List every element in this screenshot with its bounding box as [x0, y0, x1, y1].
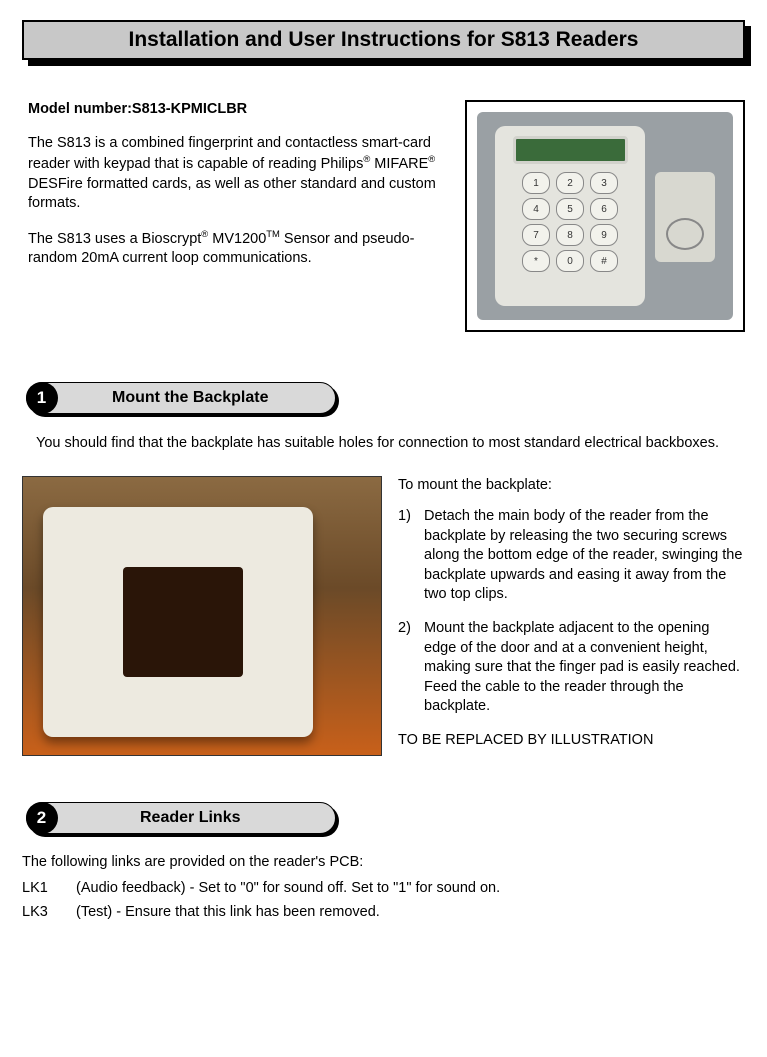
p1b: MIFARE	[370, 156, 428, 172]
p1c: DESFire formatted cards, as well as othe…	[28, 176, 436, 212]
link-lk3-desc: (Test) - Ensure that this link has been …	[76, 904, 380, 920]
key-9: 9	[590, 224, 618, 246]
step-2: 2) Mount the backplate adjacent to the o…	[398, 619, 745, 717]
key-6: 6	[590, 198, 618, 220]
key-1: 1	[522, 172, 550, 194]
section-2-number: 2	[26, 802, 58, 834]
key-7: 7	[522, 224, 550, 246]
intro-text: Model number:S813-KPMICLBR The S813 is a…	[28, 100, 453, 332]
reg-2: ®	[428, 153, 435, 164]
intro-paragraph-2: The S813 uses a Bioscrypt® MV1200TM Sens…	[28, 228, 453, 269]
section-2-title: Reader Links	[58, 809, 336, 827]
key-0: 0	[556, 250, 584, 272]
section-2-intro: The following links are provided on the …	[22, 854, 745, 870]
section-1-title: Mount the Backplate	[58, 389, 336, 407]
tm-1: TM	[266, 228, 280, 239]
intro-paragraph-1: The S813 is a combined fingerprint and c…	[28, 134, 453, 214]
link-lk3-key: LK3	[22, 904, 76, 920]
key-3: 3	[590, 172, 618, 194]
section-2-header: 2 Reader Links	[26, 802, 336, 836]
device-screen-inner	[516, 139, 625, 161]
p2b: MV1200	[208, 230, 266, 246]
key-5: 5	[556, 198, 584, 220]
instructions-head: To mount the backplate:	[398, 476, 745, 496]
backplate-opening	[123, 567, 243, 677]
link-row-lk1: LK1 (Audio feedback) - Set to "0" for so…	[22, 880, 745, 896]
backplate-row: To mount the backplate: 1) Detach the ma…	[22, 476, 745, 756]
step-2-num: 2)	[398, 619, 424, 717]
key-4: 4	[522, 198, 550, 220]
link-lk1-key: LK1	[22, 880, 76, 896]
model-label: Model number:	[28, 101, 132, 117]
step-2-text: Mount the backplate adjacent to the open…	[424, 619, 745, 717]
fingerprint-pad	[655, 172, 715, 262]
link-row-lk3: LK3 (Test) - Ensure that this link has b…	[22, 904, 745, 920]
step-1: 1) Detach the main body of the reader fr…	[398, 507, 745, 605]
link-lk1-desc: (Audio feedback) - Set to "0" for sound …	[76, 880, 500, 896]
illustration-placeholder: TO BE REPLACED BY ILLUSTRATION	[398, 731, 745, 751]
device-keypad: 1 2 3 4 5 6 7 8 9 * 0 #	[522, 172, 618, 272]
key-8: 8	[556, 224, 584, 246]
key-hash: #	[590, 250, 618, 272]
section-1-header: 1 Mount the Backplate	[26, 382, 336, 416]
p2a: The S813 uses a Bioscrypt	[28, 230, 201, 246]
key-2: 2	[556, 172, 584, 194]
title-banner-face: Installation and User Instructions for S…	[22, 20, 745, 60]
page-title: Installation and User Instructions for S…	[129, 28, 639, 52]
device-screen	[513, 136, 628, 164]
backplate-photo	[22, 476, 382, 756]
step-1-text: Detach the main body of the reader from …	[424, 507, 745, 605]
section-1-number: 1	[26, 382, 58, 414]
key-star: *	[522, 250, 550, 272]
model-value: S813-KPMICLBR	[132, 101, 247, 117]
pill: 1 Mount the Backplate	[26, 382, 336, 414]
step-1-num: 1)	[398, 507, 424, 605]
backplate-instructions: To mount the backplate: 1) Detach the ma…	[398, 476, 745, 756]
device-photo-frame: 1 2 3 4 5 6 7 8 9 * 0 #	[465, 100, 745, 332]
device-body: 1 2 3 4 5 6 7 8 9 * 0 #	[495, 126, 645, 306]
intro-row: Model number:S813-KPMICLBR The S813 is a…	[22, 100, 745, 332]
device-photo: 1 2 3 4 5 6 7 8 9 * 0 #	[477, 112, 733, 320]
page: Installation and User Instructions for S…	[0, 0, 767, 948]
title-banner: Installation and User Instructions for S…	[22, 20, 745, 60]
section-1-intro: You should find that the backplate has s…	[22, 434, 745, 454]
pill-2: 2 Reader Links	[26, 802, 336, 834]
backplate-plate	[43, 507, 313, 737]
model-number-line: Model number:S813-KPMICLBR	[28, 100, 453, 120]
